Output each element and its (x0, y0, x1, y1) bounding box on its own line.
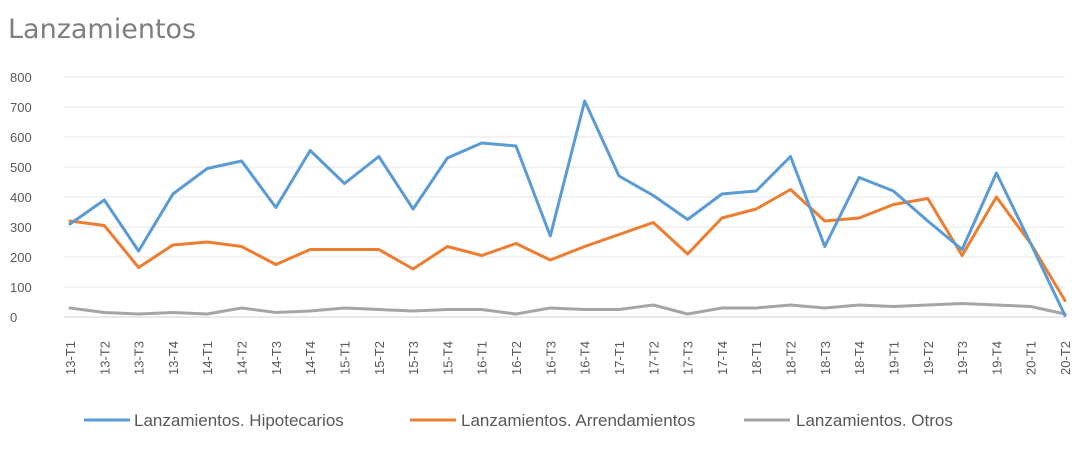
x-tick-label: 17-T4 (715, 341, 730, 375)
series-lines (68, 99, 1067, 317)
series-line-lanzamientos-arrendamientos (68, 188, 1067, 302)
y-tick-label: 700 (10, 100, 32, 115)
x-tick-label: 18-T1 (749, 341, 764, 375)
x-tick-label: 13-T2 (97, 341, 112, 375)
x-tick-label: 19-T3 (955, 341, 970, 375)
y-tick-label: 100 (10, 280, 32, 295)
x-tick-label: 20-T1 (1024, 341, 1039, 375)
x-tick-label: 18-T4 (852, 341, 867, 375)
x-tick-label: 13-T3 (132, 341, 147, 375)
x-tick-label: 19-T4 (989, 341, 1004, 375)
x-axis-ticks: 13-T1 13-T2 13-T3 13-T4 14-T1 14-T2 14-T3 14-T4… (63, 341, 1073, 375)
x-tick-label: 14-T2 (235, 341, 250, 375)
y-axis-ticks: 0 100 200 300 400 500 600 700 800 (10, 70, 32, 325)
gridlines (64, 76, 1065, 318)
y-tick-label: 500 (10, 160, 32, 175)
x-tick-label: 16-T4 (578, 341, 593, 375)
series-line-lanzamientos-hipotecarios (68, 99, 1067, 317)
x-tick-label: 18-T3 (818, 341, 833, 375)
x-tick-label: 15-T1 (337, 341, 352, 375)
y-tick-label: 0 (10, 310, 17, 325)
x-tick-label: 14-T3 (269, 341, 284, 375)
legend-label-lanzamientos-otros: Lanzamientos. Otros (796, 411, 953, 430)
x-tick-label: 13-T4 (166, 341, 181, 375)
y-tick-label: 400 (10, 190, 32, 205)
x-tick-label: 16-T2 (509, 341, 524, 375)
series-line-lanzamientos-otros (68, 302, 1067, 316)
x-tick-label: 20-T2 (1058, 341, 1073, 375)
x-tick-label: 15-T2 (372, 341, 387, 375)
x-tick-label: 14-T4 (303, 341, 318, 375)
x-tick-label: 19-T2 (921, 341, 936, 375)
x-tick-label: 17-T3 (681, 341, 696, 375)
y-tick-label: 800 (10, 70, 32, 85)
chart-title: Lanzamientos (8, 14, 196, 45)
x-tick-label: 17-T1 (612, 341, 627, 375)
x-tick-label: 16-T1 (475, 341, 490, 375)
y-tick-label: 200 (10, 250, 32, 265)
x-tick-label: 19-T1 (886, 341, 901, 375)
x-tick-label: 16-T3 (543, 341, 558, 375)
x-tick-label: 18-T2 (784, 341, 799, 375)
legend-label-lanzamientos-hipotecarios: Lanzamientos. Hipotecarios (134, 411, 344, 430)
x-tick-label: 14-T1 (200, 341, 215, 375)
legend-label-lanzamientos-arrendamientos: Lanzamientos. Arrendamientos (461, 411, 695, 430)
x-tick-label: 15-T4 (440, 341, 455, 375)
x-tick-label: 17-T2 (646, 341, 661, 375)
legend: Lanzamientos. Hipotecarios Lanzamientos. … (84, 411, 953, 430)
x-tick-label: 15-T3 (406, 341, 421, 375)
y-tick-label: 600 (10, 130, 32, 145)
y-tick-label: 300 (10, 220, 32, 235)
x-tick-label: 13-T1 (63, 341, 78, 375)
